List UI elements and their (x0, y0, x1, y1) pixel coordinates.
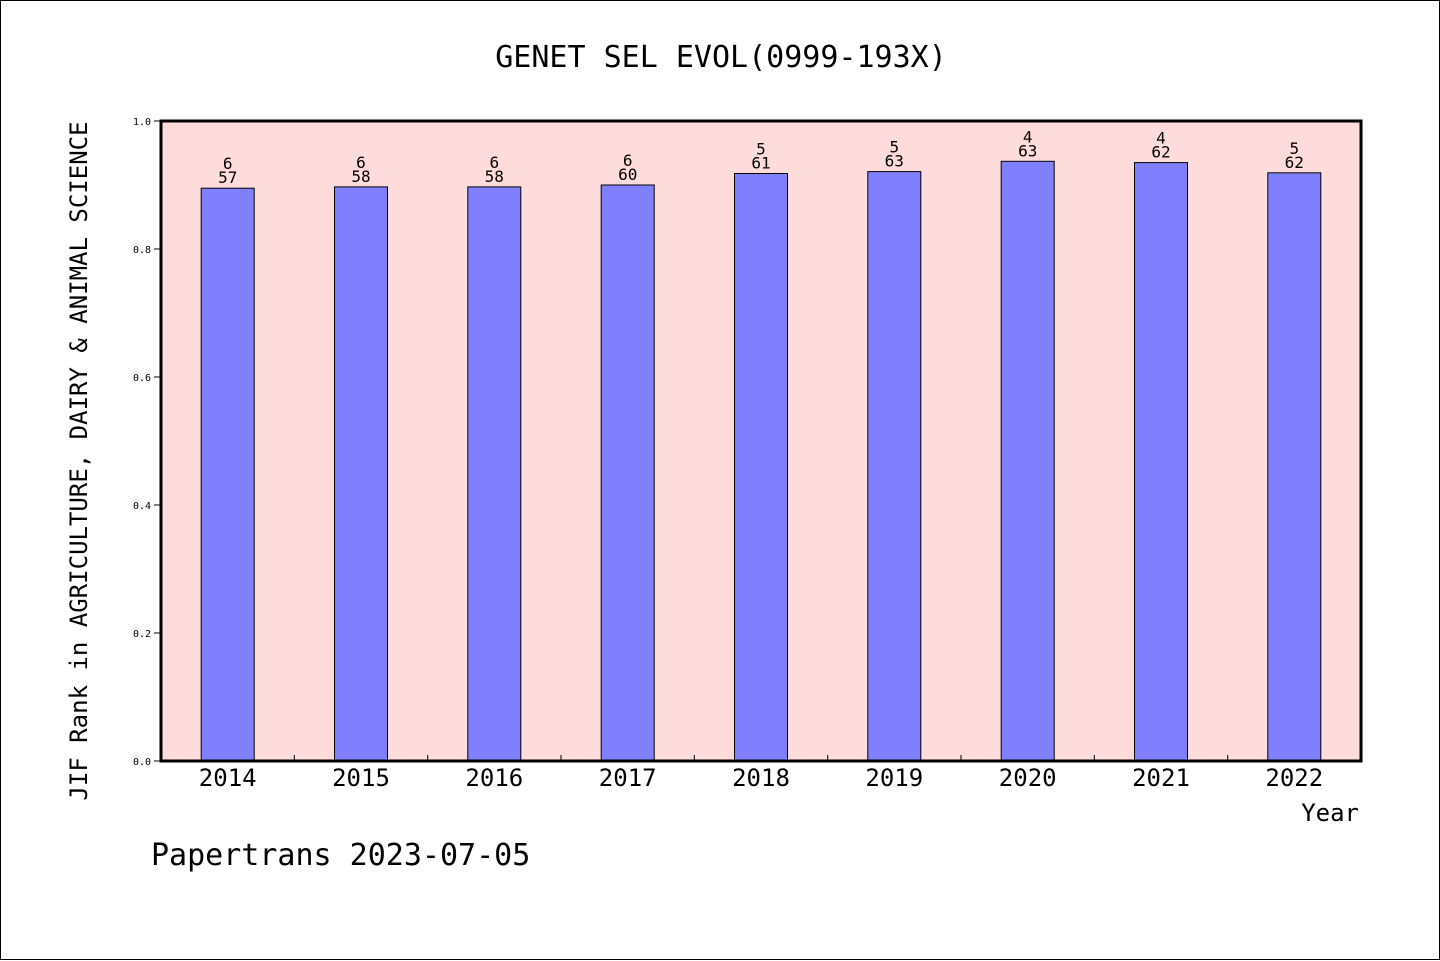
y-tick-label: 0.6 (133, 373, 151, 384)
bar-rank-label: 6 (623, 151, 633, 170)
y-axis-ticks: 0.0 0.2 0.4 0.6 0.8 1.0 (133, 117, 161, 768)
x-tick-label: 2020 (999, 764, 1057, 792)
bar-2015 (334, 186, 388, 762)
bar-total-label: 58 (351, 167, 370, 186)
bars-group (200, 160, 1322, 762)
x-tick-label: 2021 (1132, 764, 1190, 792)
chart-title: GENET SEL EVOL(0999-193X) (495, 40, 947, 75)
bar-rank-label: 6 (356, 153, 366, 172)
x-tick-label: 2016 (465, 764, 523, 792)
bar-rank-label: 6 (223, 154, 233, 173)
bar-total-label: 63 (885, 152, 904, 171)
bar-rank-label: 5 (1289, 139, 1299, 158)
y-tick-label: 0.2 (133, 629, 151, 640)
plot-border (159, 119, 1363, 763)
bar-total-label: 61 (751, 154, 770, 173)
bar-2017 (600, 184, 655, 762)
bar-rank-label: 5 (756, 140, 766, 159)
x-axis-ticks: 2014 2015 2016 2017 2018 2019 2020 2021 2022 (199, 755, 1323, 792)
bar-rank-label: 5 (889, 138, 899, 157)
bar-2016 (467, 186, 522, 762)
x-tick-label: 2017 (599, 764, 657, 792)
x-tick-label: 2022 (1265, 764, 1323, 792)
y-tick-label: 0.0 (133, 757, 151, 768)
bar-rank-label: 4 (1156, 129, 1166, 148)
bar-total-label: 62 (1285, 153, 1304, 172)
bar-2018 (734, 173, 788, 762)
bar-2014 (200, 187, 255, 762)
y-tick-label: 0.4 (133, 501, 151, 512)
y-tick-label: 1.0 (133, 117, 151, 128)
x-tick-label: 2019 (865, 764, 923, 792)
x-tick-label: 2015 (332, 764, 390, 792)
y-tick-label: 0.8 (133, 245, 151, 256)
bar-total-label: 63 (1018, 141, 1037, 160)
bar-total-label: 62 (1151, 143, 1170, 162)
bar-total-label: 58 (485, 167, 504, 186)
bar-rank-label: 6 (489, 153, 499, 172)
bar-2022 (1267, 172, 1322, 762)
bar-2020 (1000, 160, 1055, 762)
footer-credit: Papertrans 2023-07-05 (151, 838, 530, 873)
bar-total-label: 60 (618, 165, 637, 184)
x-tick-label: 2014 (199, 764, 257, 792)
bar-total-label: 57 (218, 168, 237, 187)
bar-rank-label: 4 (1023, 127, 1033, 146)
x-axis-title: Year (1301, 799, 1359, 827)
bar-2021 (1134, 162, 1188, 762)
bar-2019 (867, 171, 922, 762)
y-axis-title: JIF Rank in AGRICULTURE, DAIRY & ANIMAL … (65, 121, 93, 800)
x-tick-label: 2018 (732, 764, 790, 792)
